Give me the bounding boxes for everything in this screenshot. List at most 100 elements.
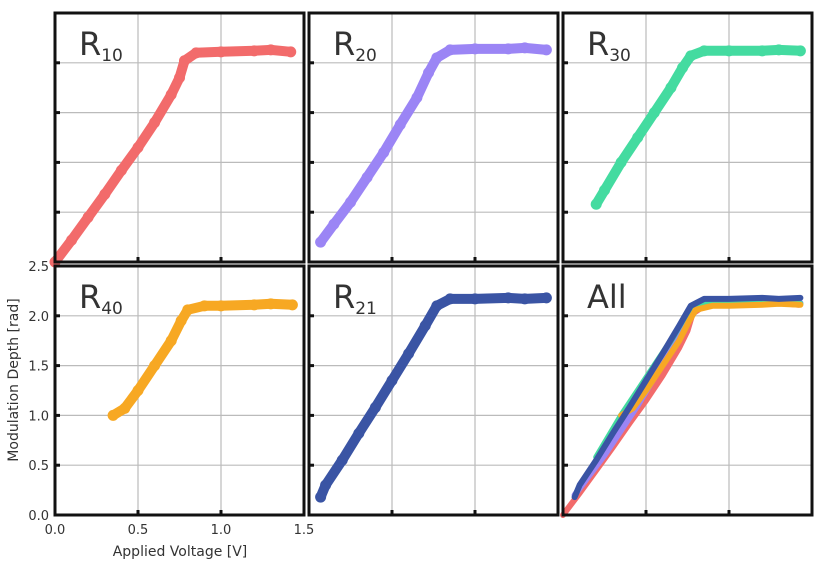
series-line-r21: [315, 292, 552, 503]
data-point-r40: [119, 402, 131, 414]
data-point-r40: [286, 299, 298, 311]
panel-label: R21: [333, 278, 377, 319]
panel-frame: [307, 11, 560, 264]
data-point-r10: [285, 46, 297, 58]
data-point-r21: [320, 479, 332, 491]
data-point-r30: [685, 50, 697, 62]
series-line-r21: [571, 294, 804, 501]
x-axis-label: Applied Voltage [V]: [113, 544, 248, 560]
data-point-r21: [336, 454, 348, 466]
data-point-r20: [394, 119, 406, 131]
data-point-r40: [165, 335, 177, 347]
data-point-r10: [178, 55, 190, 67]
data-point-r30: [615, 156, 627, 168]
data-point-r21: [419, 320, 431, 332]
data-point-r20: [361, 171, 373, 183]
y-tick-label: 2.0: [28, 310, 49, 325]
data-point-r30: [665, 82, 677, 94]
data-point-r21: [502, 292, 514, 304]
data-point-r20: [423, 67, 435, 79]
data-point-r30: [723, 45, 735, 57]
panel-r10: R10: [49, 11, 306, 268]
panel-all: All: [560, 264, 814, 518]
panel-frame: [53, 264, 306, 517]
panel-frame: [53, 11, 306, 264]
data-point-r30: [773, 44, 785, 56]
panel-label: R20: [333, 25, 377, 66]
data-point-r40: [182, 304, 194, 316]
series-line-r40: [618, 300, 804, 419]
data-point-r21: [403, 348, 415, 360]
data-point-r10: [165, 89, 177, 101]
data-point-r20: [411, 92, 423, 104]
data-point-r40: [265, 298, 277, 310]
data-point-r10: [132, 141, 144, 153]
data-point-r10: [99, 188, 111, 200]
data-point-r21: [386, 375, 398, 387]
data-point-r40: [132, 385, 144, 396]
data-point-r40: [215, 300, 227, 312]
data-point-r21: [369, 401, 381, 413]
data-point-r20: [315, 236, 327, 248]
panel-frame: [307, 264, 560, 517]
y-tick-label: 1.0: [28, 409, 49, 424]
data-point-r20: [444, 44, 456, 56]
data-point-r10: [190, 47, 202, 59]
x-tick-label: 0.0: [45, 523, 66, 538]
data-point-r10: [215, 46, 227, 58]
data-point-r21: [519, 293, 531, 305]
data-point-r21: [444, 293, 456, 305]
data-point-r20: [431, 52, 443, 64]
panel-r30: R30: [561, 11, 814, 264]
data-point-r40: [149, 360, 161, 372]
data-point-r20: [378, 146, 390, 158]
panel-label: R40: [79, 278, 123, 319]
data-point-r30: [698, 45, 710, 57]
data-point-r20: [502, 43, 514, 55]
series-line-r10: [50, 44, 296, 267]
panel-r40: R40 0.0 0.5 1.0 1.5 2.0 2.5 0.0 0.5 1.0 1.5: [28, 260, 314, 538]
data-point-r20: [345, 196, 356, 208]
data-point-r10: [115, 164, 127, 176]
y-tick-label: 2.5: [28, 260, 49, 275]
y-tick-label: 0.0: [28, 509, 49, 524]
panel-r21: R21: [307, 264, 560, 517]
data-point-r21: [469, 293, 481, 305]
data-point-r21: [540, 292, 552, 304]
x-tick-label: 1.5: [294, 523, 315, 538]
data-point-r10: [265, 44, 277, 56]
data-point-r30: [599, 184, 610, 196]
data-point-r10: [82, 211, 94, 223]
data-point-r21: [315, 491, 327, 503]
x-tick-label: 1.0: [211, 523, 232, 538]
data-point-r40: [107, 409, 119, 421]
series-line-r30: [591, 44, 806, 210]
series-line-r30: [593, 299, 804, 461]
panel-label: All: [587, 278, 627, 316]
data-point-r30: [590, 198, 602, 210]
panel-frame: [561, 11, 814, 264]
data-point-r20: [328, 218, 340, 230]
y-tick-label: 1.5: [28, 360, 49, 375]
data-point-r20: [519, 42, 531, 54]
y-tick-label: 0.5: [28, 459, 49, 474]
y-axis-label: Modulation Depth [rad]: [6, 298, 22, 461]
data-point-r30: [756, 45, 768, 57]
panel-label: R10: [79, 25, 123, 66]
panel-r20: R20: [307, 11, 560, 264]
data-point-r10: [248, 45, 260, 57]
data-point-r10: [149, 117, 161, 129]
data-point-r20: [540, 44, 552, 56]
panel-label: R30: [587, 25, 631, 66]
data-point-r30: [648, 107, 660, 119]
data-point-r30: [677, 62, 689, 74]
data-point-r30: [632, 132, 644, 143]
x-tick-label: 0.5: [128, 523, 149, 538]
data-point-r10: [66, 234, 78, 246]
series-line-r20: [315, 42, 552, 248]
data-point-r21: [431, 300, 443, 312]
panel-frame: [561, 264, 814, 517]
series-line-r40: [108, 298, 298, 421]
data-point-r40: [248, 299, 260, 311]
